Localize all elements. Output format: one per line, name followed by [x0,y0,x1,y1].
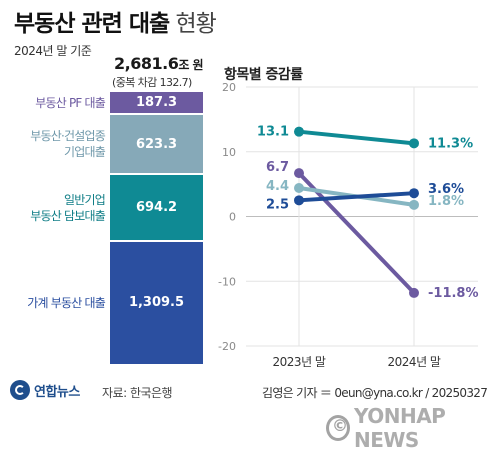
bar-value-label: 187.3 [135,95,178,111]
segment-label-line: 가계 부동산 대출 [27,295,106,310]
watermark-text: YONHAP NEWS [353,404,446,452]
segment-label-line: 부동산 PF 대출 [35,95,106,110]
data-point [294,183,304,194]
y-tick-label: -10 [218,275,236,288]
chart-title: 부동산 관련 대출 현황 [14,4,217,38]
data-point [409,188,419,199]
segment-label-line: 부동산 담보대출 [30,208,105,223]
segment-label: 가계 부동산 대출 [27,295,106,311]
segment-label: 부동산 PF 대출 [35,95,106,111]
data-label: -11.8% [428,286,479,301]
segment-label-line: 일반기업 [64,192,106,207]
data-point [294,168,304,179]
segment-label: 부동산·건설업종 기업대출 [30,128,105,160]
series-line [297,129,416,146]
data-point [294,126,304,137]
segment-label: 일반기업 부동산 담보대출 [30,192,105,224]
y-tick-label: 10 [222,146,236,159]
data-point [409,287,419,298]
watermark: YONHAP NEWS [326,404,500,452]
duplicate-note: (중복 차감 132.7) [112,76,192,89]
data-label: 13.1 [257,125,289,140]
data-label: 6.7 [266,160,289,175]
bar-segment: 694.2 [110,175,203,240]
title-sub: 현황 [175,11,216,37]
bar-value-label: 623.3 [135,136,178,152]
segment-label-line: 기업대출 [64,145,106,160]
byline-text: 김영은 기자 ＝ 0eun@yna.co.kr / 20250327 [262,386,488,400]
basis-date: 2024년 말 기준 [14,44,92,58]
data-point [409,138,419,149]
bar-segment: 187.3 [110,92,203,114]
source-text: 자료: 한국은행 [102,386,173,400]
bar-value-label: 694.2 [135,200,178,216]
yonhap-logo-icon [10,380,30,400]
data-label: 4.4 [266,179,289,194]
total-unit: 조 원 [178,58,204,72]
y-tick-label: -20 [218,340,236,353]
data-point [409,199,419,210]
data-label: 3.6% [428,182,464,197]
title-main: 부동산 관련 대출 [14,11,170,37]
x-tick-label: 2024년 말 [388,355,441,369]
data-label: 11.3% [428,136,473,151]
x-tick-label: 2023년 말 [273,355,326,369]
segment-label-line: 부동산·건설업종 [30,129,105,144]
series-line [297,191,416,203]
yonhap-logo: 연합뉴스 [10,380,80,400]
total-amount: 2,681.6조 원 [114,54,204,73]
bar-value-label: 1,309.5 [128,295,185,311]
logo-text: 연합뉴스 [34,384,80,400]
line-chart-title: 항목별 증감률 [224,67,303,83]
bar-segment: 623.3 [110,115,203,174]
data-point [294,195,304,206]
stacked-bar: 187.3 623.3 694.2 1,309.5 [110,92,203,364]
data-label: 2.5 [266,197,289,212]
y-tick-label: 20 [222,81,236,94]
total-value: 2,681.6 [114,54,179,73]
copyright-icon [326,415,350,441]
series-line [297,171,416,295]
data-label: 1.8% [428,194,464,209]
y-tick-label: 0 [229,211,236,224]
bar-segment: 1,309.5 [110,241,203,364]
